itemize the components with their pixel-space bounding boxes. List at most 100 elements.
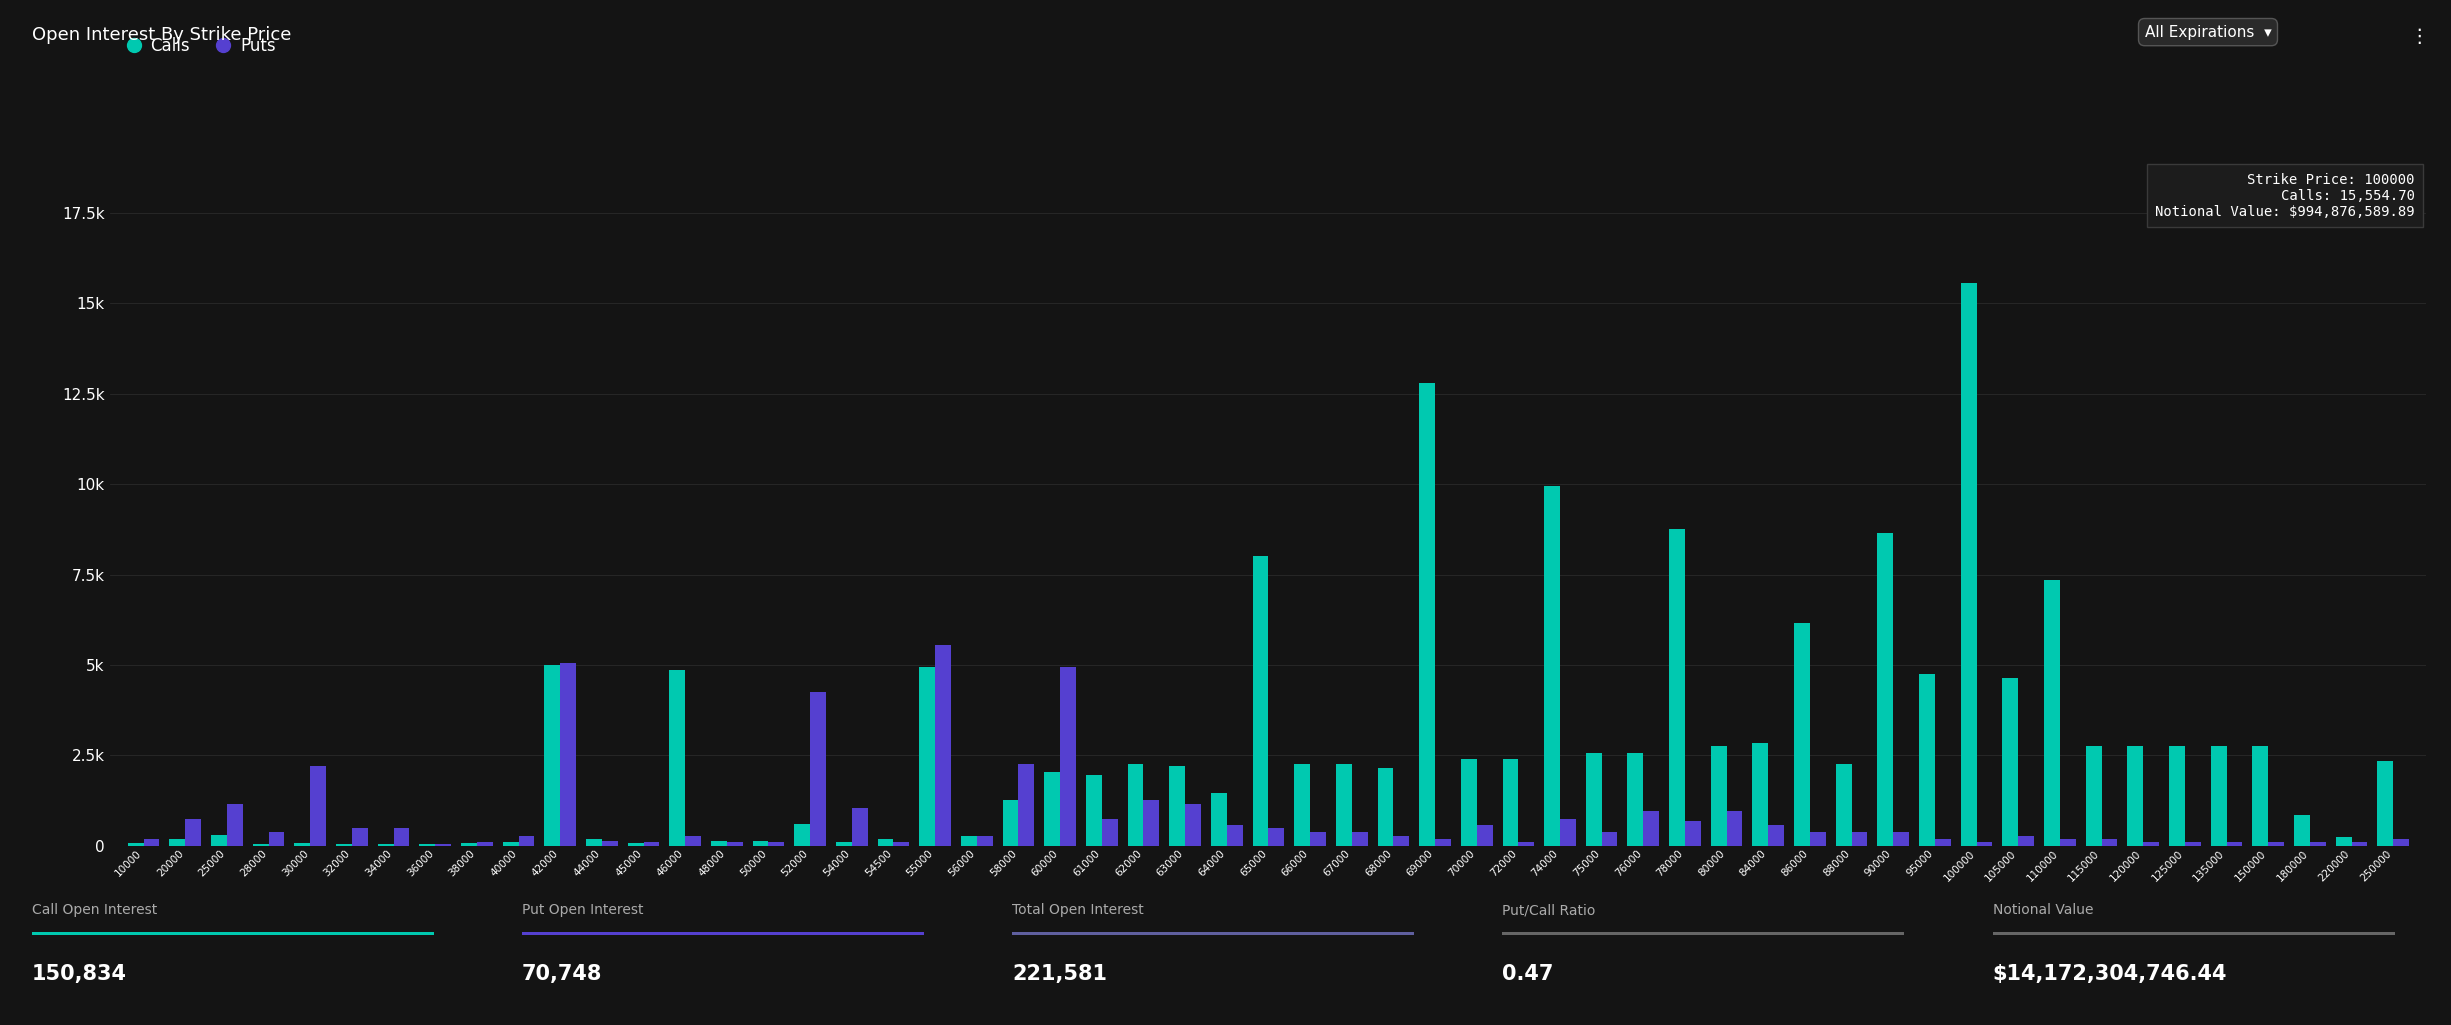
Bar <box>502 842 520 846</box>
Bar <box>169 839 186 846</box>
Bar <box>2309 843 2326 846</box>
Bar <box>1726 812 1743 846</box>
Bar <box>1461 758 1476 846</box>
Bar <box>1559 819 1576 846</box>
Bar <box>2002 678 2017 846</box>
Bar <box>1601 832 1618 846</box>
Bar <box>2377 761 2392 846</box>
Bar <box>811 692 826 846</box>
Bar <box>1228 825 1243 846</box>
Bar <box>336 844 353 846</box>
Bar <box>1476 825 1493 846</box>
Bar <box>645 843 659 846</box>
Text: 70,748: 70,748 <box>522 964 603 984</box>
Bar <box>2086 746 2101 846</box>
Bar <box>1586 753 1601 846</box>
Bar <box>1044 772 1061 846</box>
Bar <box>252 845 270 846</box>
Bar <box>2184 843 2201 846</box>
Bar <box>895 843 909 846</box>
Bar <box>127 843 145 846</box>
Bar <box>919 666 936 846</box>
Bar <box>1127 765 1145 846</box>
Bar <box>395 828 409 846</box>
Bar <box>1392 835 1409 846</box>
Bar <box>1669 529 1684 846</box>
Bar <box>2252 746 2267 846</box>
Bar <box>2351 843 2368 846</box>
Bar <box>853 808 868 846</box>
Bar <box>2044 580 2059 846</box>
Bar <box>1851 832 1868 846</box>
Bar <box>961 835 978 846</box>
Bar <box>1976 843 1993 846</box>
Bar <box>711 842 728 846</box>
Bar <box>1351 832 1368 846</box>
Bar <box>2211 746 2226 846</box>
Text: 150,834: 150,834 <box>32 964 127 984</box>
Bar <box>752 840 770 846</box>
Bar <box>353 828 368 846</box>
Bar <box>1309 832 1326 846</box>
Bar <box>478 843 493 846</box>
Bar <box>2017 835 2034 846</box>
Bar <box>586 839 603 846</box>
Bar <box>1252 557 1270 846</box>
Bar <box>1877 533 1892 846</box>
Legend: Calls, Puts: Calls, Puts <box>118 30 282 62</box>
Bar <box>1684 821 1701 846</box>
Bar <box>2294 815 2309 846</box>
Bar <box>211 834 228 846</box>
Bar <box>1020 765 1034 846</box>
Bar <box>2226 843 2243 846</box>
Text: 0.47: 0.47 <box>1502 964 1554 984</box>
Text: Call Open Interest: Call Open Interest <box>32 903 157 917</box>
Bar <box>1186 804 1201 846</box>
Text: All Expirations  ▾: All Expirations ▾ <box>2145 25 2272 40</box>
Text: Total Open Interest: Total Open Interest <box>1012 903 1145 917</box>
Bar <box>544 665 561 846</box>
Bar <box>2267 843 2284 846</box>
Bar <box>770 843 784 846</box>
Text: Strike Price: 100000
Calls: 15,554.70
Notional Value: $994,876,589.89: Strike Price: 100000 Calls: 15,554.70 No… <box>2154 172 2414 219</box>
Bar <box>603 840 618 846</box>
Bar <box>186 819 201 846</box>
Bar <box>1145 801 1159 846</box>
Bar <box>311 766 326 846</box>
Bar <box>669 670 686 846</box>
Bar <box>2059 839 2076 846</box>
Bar <box>1836 765 1851 846</box>
Bar <box>1767 825 1784 846</box>
Bar <box>2336 836 2351 846</box>
Bar <box>978 835 993 846</box>
Bar <box>2142 843 2159 846</box>
Bar <box>1270 828 1284 846</box>
Bar <box>1711 746 1726 846</box>
Bar <box>419 845 436 846</box>
Bar <box>686 835 701 846</box>
Bar <box>1809 832 1826 846</box>
Bar <box>1419 383 1434 846</box>
Bar <box>1061 666 1076 846</box>
Bar <box>836 842 853 846</box>
Bar <box>1294 765 1309 846</box>
Bar <box>377 844 395 846</box>
Bar <box>1919 674 1934 846</box>
Bar <box>794 824 811 846</box>
Bar <box>1642 812 1659 846</box>
Text: ⋮: ⋮ <box>2409 27 2429 46</box>
Bar <box>1752 742 1767 846</box>
Bar <box>1502 758 1517 846</box>
Bar <box>1211 793 1228 846</box>
Bar <box>728 843 743 846</box>
Bar <box>1892 832 1909 846</box>
Bar <box>2127 746 2142 846</box>
Bar <box>561 663 576 846</box>
Bar <box>270 832 284 846</box>
Bar <box>228 804 243 846</box>
Bar <box>294 844 311 846</box>
Bar <box>877 839 895 846</box>
Bar <box>1103 819 1118 846</box>
Bar <box>1086 775 1103 846</box>
Bar <box>2169 746 2184 846</box>
